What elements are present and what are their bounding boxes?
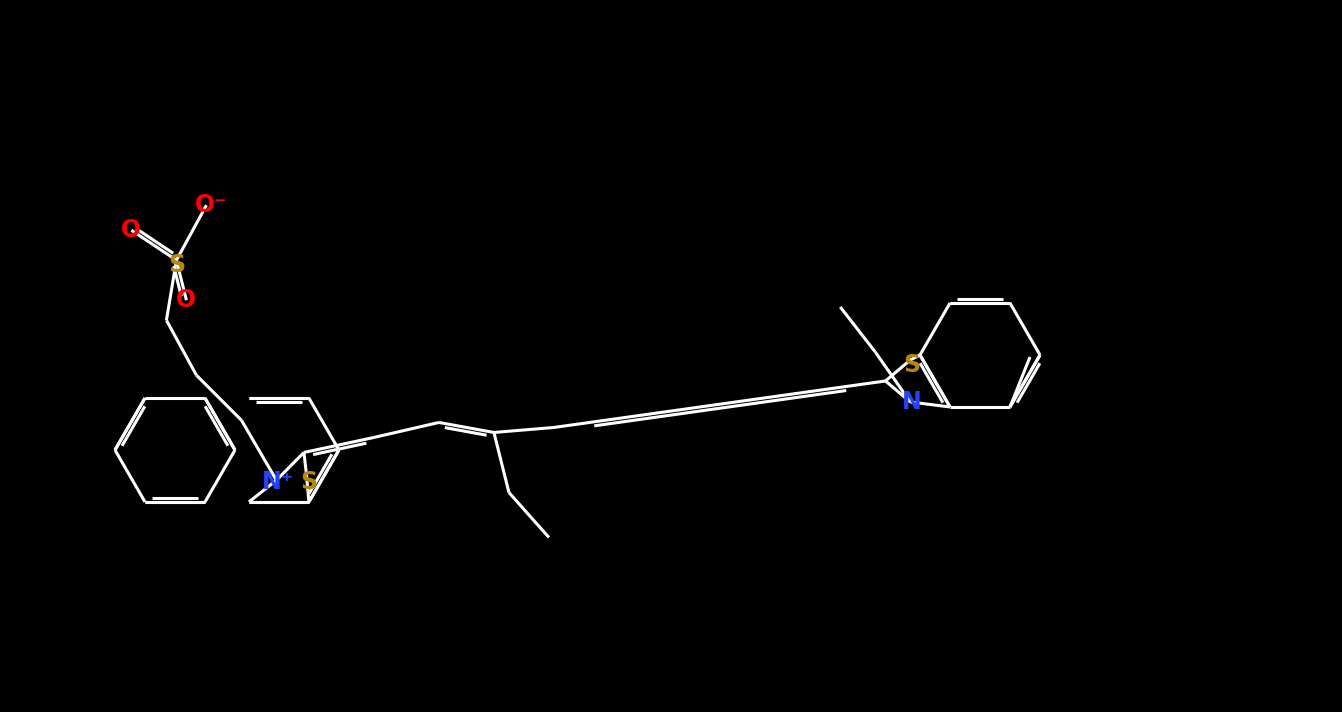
Text: S: S [299,470,317,494]
Text: N: N [902,390,922,414]
Text: S: S [903,353,921,377]
Text: N⁺: N⁺ [262,470,294,494]
Text: S: S [168,253,185,277]
Text: O: O [121,218,141,242]
Text: O⁻: O⁻ [195,193,228,217]
Text: O: O [176,288,196,312]
